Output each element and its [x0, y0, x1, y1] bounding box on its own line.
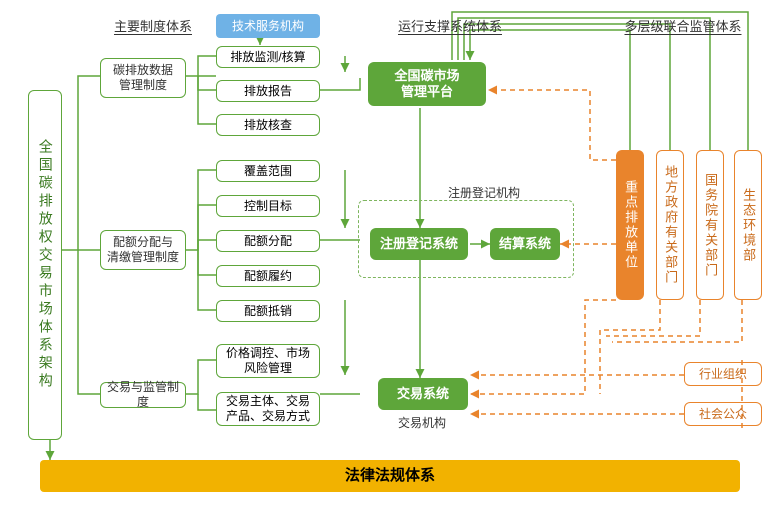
title-box: 全国碳排放权交易市场体系架构 — [28, 90, 62, 440]
techbox-t7: 配额履约 — [216, 265, 320, 287]
right-r2: 地方政府有关部门 — [656, 150, 684, 300]
techbox-t6: 配额分配 — [216, 230, 320, 252]
techbox-t8: 配额抵销 — [216, 300, 320, 322]
left-section-b: 配额分配与 清缴管理制度 — [100, 230, 186, 270]
right-r5: 行业组织 — [684, 362, 762, 386]
col-header-1: 主要制度体系 — [98, 16, 208, 35]
left-section-c: 交易与监管制度 — [100, 382, 186, 408]
diagram-canvas: 主要制度体系 技术服务机构 运行支撑系统体系 多层级联合监管体系 全国碳排放权交… — [0, 0, 778, 512]
center-trading: 交易系统 — [378, 378, 468, 410]
techbox-t1: 排放监测/核算 — [216, 46, 320, 68]
right-r4: 生态环境部 — [734, 150, 762, 300]
left-section-a: 碳排放数据 管理制度 — [100, 58, 186, 98]
right-r6: 社会公众 — [684, 402, 762, 426]
techbox-t3: 排放核查 — [216, 114, 320, 136]
techbox-t9: 价格调控、市场 风险管理 — [216, 344, 320, 378]
techbox-t2: 排放报告 — [216, 80, 320, 102]
center-settlement: 结算系统 — [490, 228, 560, 260]
col-header-2: 技术服务机构 — [216, 14, 320, 38]
techbox-t10: 交易主体、交易 产品、交易方式 — [216, 392, 320, 426]
col-header-3: 运行支撑系统体系 — [380, 16, 520, 35]
techbox-t5: 控制目标 — [216, 195, 320, 217]
reg-label: 注册登记机构 — [448, 184, 520, 201]
right-r1: 重点排放单位 — [616, 150, 644, 300]
bottom-bar: 法律法规体系 — [40, 460, 740, 492]
col-header-4: 多层级联合监管体系 — [608, 16, 758, 35]
trade-label: 交易机构 — [398, 414, 446, 431]
center-platform: 全国碳市场 管理平台 — [368, 62, 486, 106]
right-r3: 国务院有关部门 — [696, 150, 724, 300]
techbox-t4: 覆盖范围 — [216, 160, 320, 182]
center-registration: 注册登记系统 — [370, 228, 468, 260]
